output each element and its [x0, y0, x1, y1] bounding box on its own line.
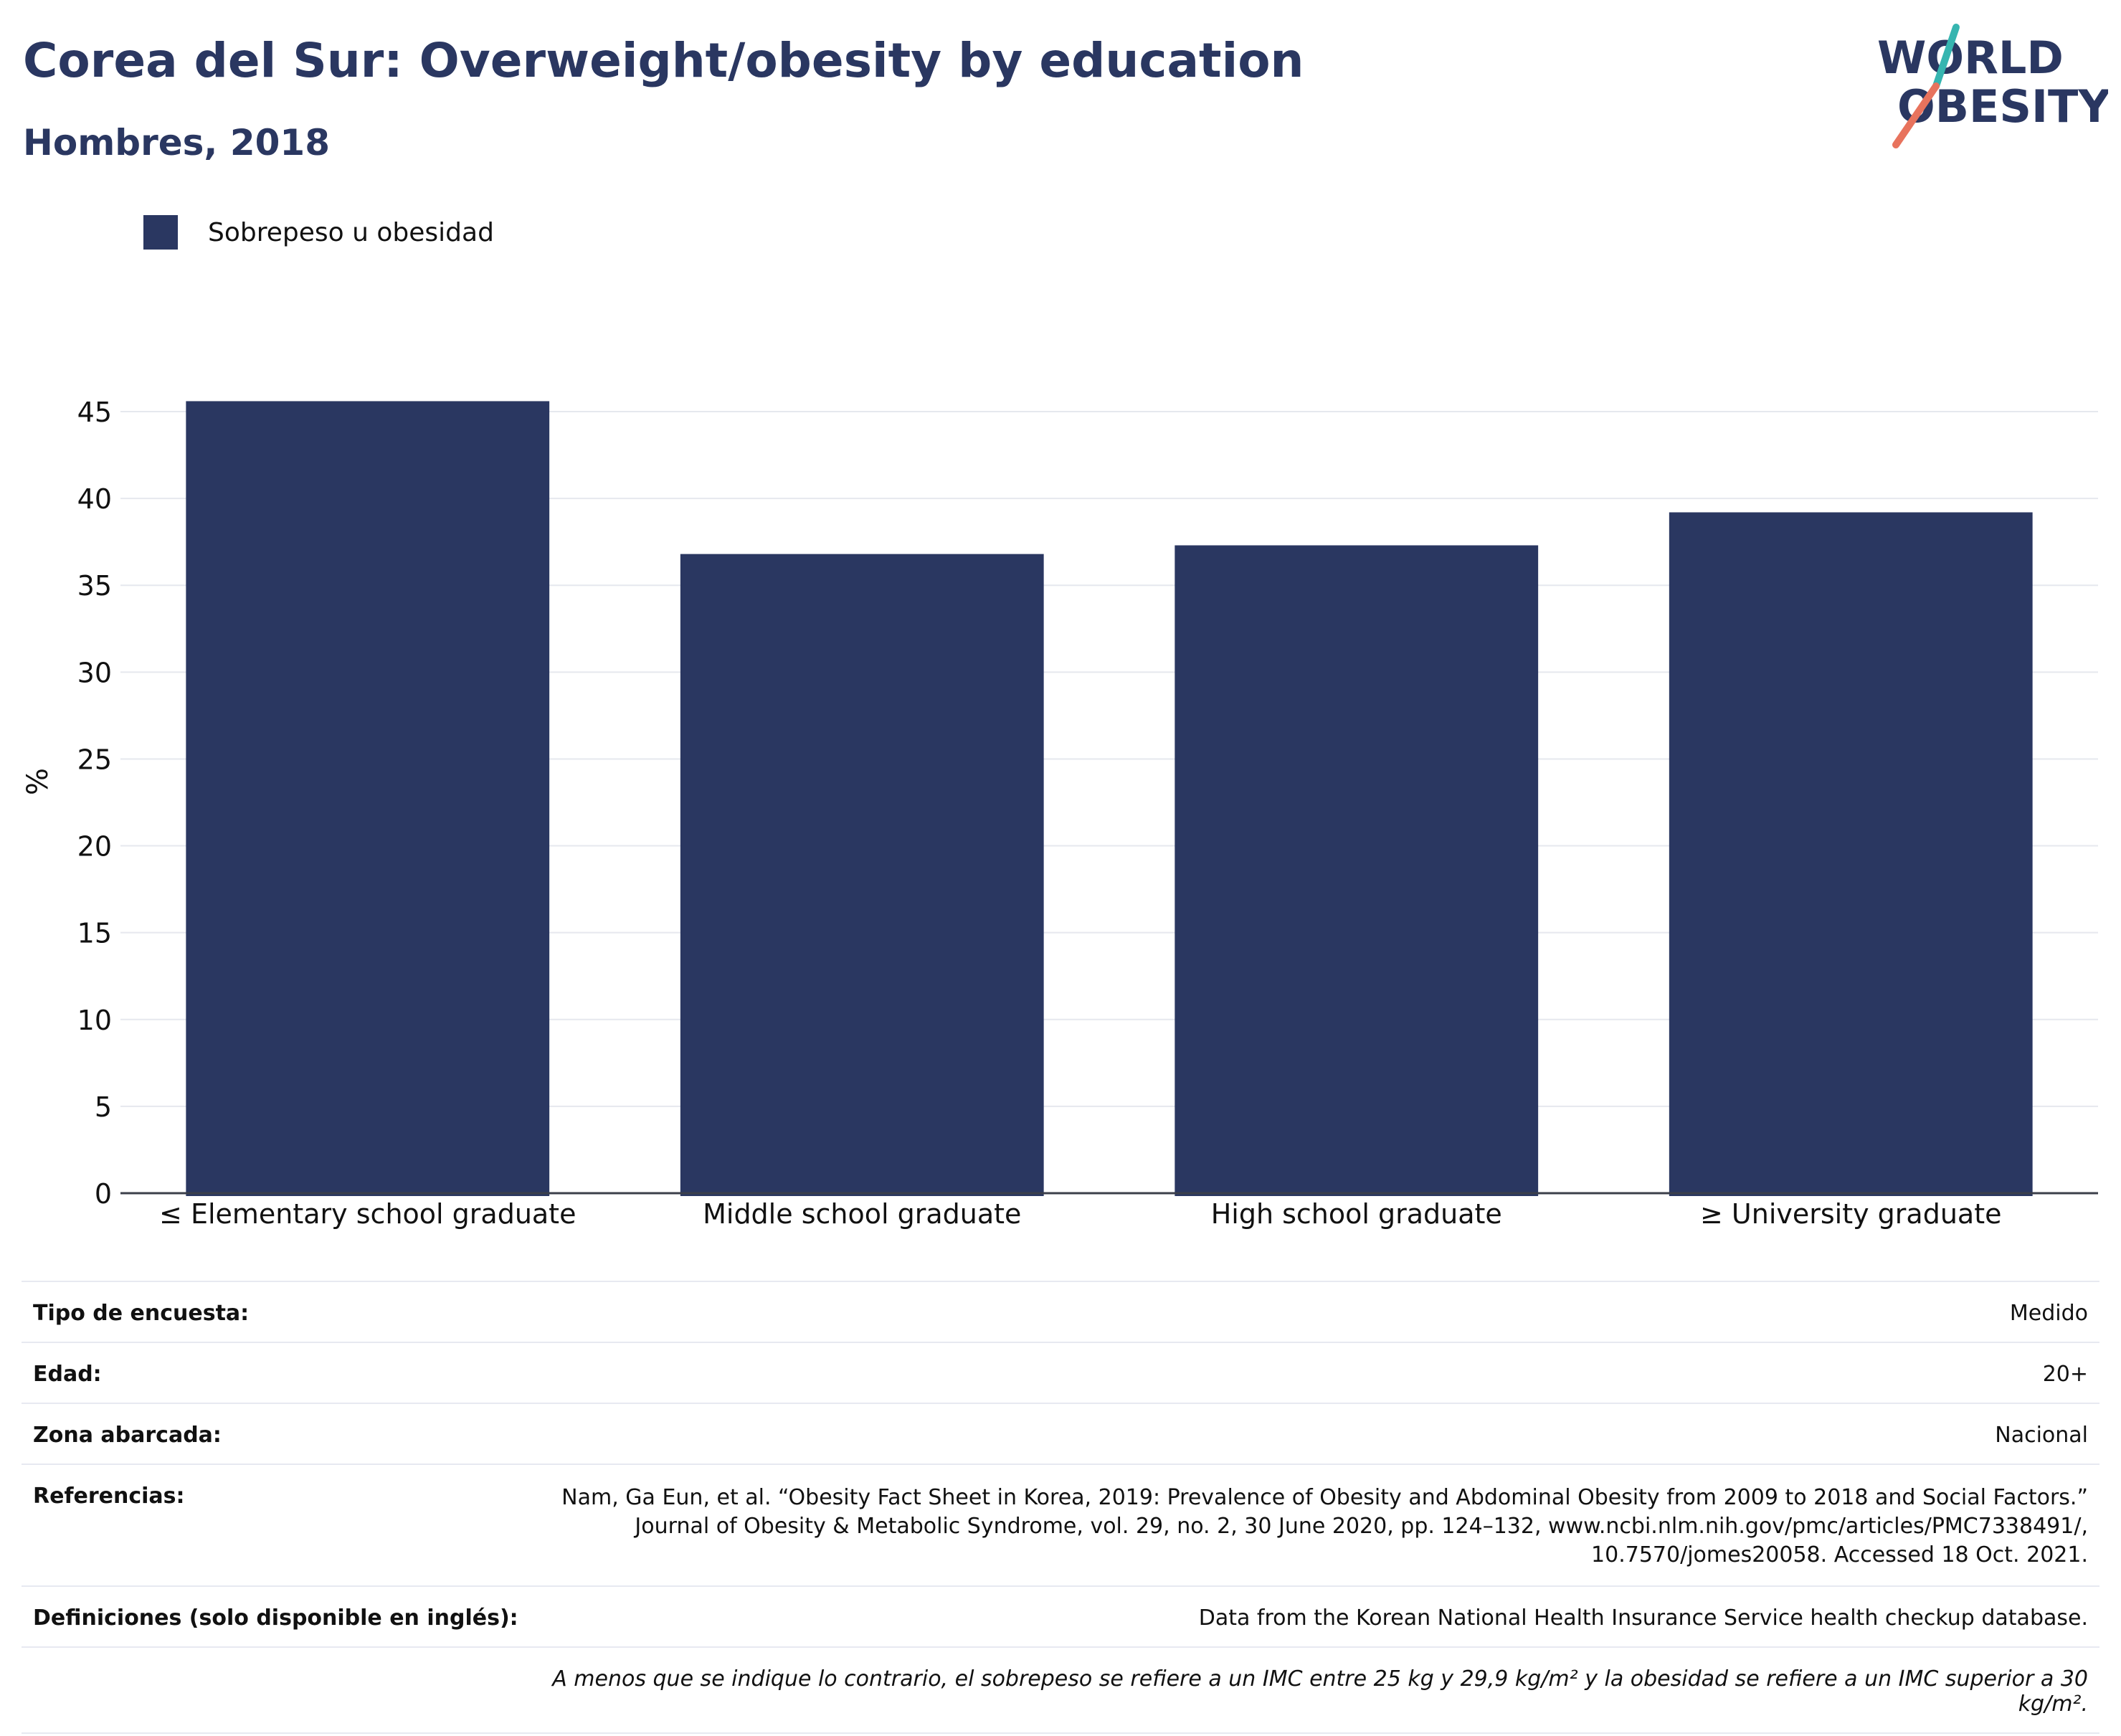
info-row-references: Referencias: Nam, Ga Eun, et al. “Obesit…: [22, 1464, 2099, 1585]
info-row-area: Zona abarcada: Nacional: [22, 1403, 2099, 1464]
info-label: Tipo de encuesta:: [33, 1301, 250, 1326]
y-tick-label: 35: [77, 570, 112, 602]
info-value: Nam, Ga Eun, et al. “Obesity Fact Sheet …: [561, 1485, 2088, 1567]
info-value: 20+: [2042, 1362, 2088, 1387]
info-table: Tipo de encuesta: Medido Edad: 20+ Zona …: [22, 1281, 2099, 1734]
x-tick-label: ≥ University graduate: [1700, 1198, 2002, 1230]
info-value: Medido: [2009, 1301, 2088, 1326]
chart-subtitle: Hombres, 2018: [23, 122, 330, 163]
axes: 0 5 10 15 20 25 30 35 40 45 ≤ Elementary school gr…: [77, 397, 2098, 1230]
y-tick-label: 0: [95, 1178, 112, 1210]
info-label: Edad:: [33, 1362, 102, 1387]
bar: [680, 554, 1044, 1196]
bars: [186, 401, 2033, 1196]
logo-slash-teal: [1932, 24, 1960, 90]
legend-label: Sobrepeso u obesidad: [208, 217, 494, 247]
logo-slash-coral: [1892, 82, 1940, 148]
y-tick-label: 30: [77, 657, 112, 688]
info-row-survey-type: Tipo de encuesta: Medido: [22, 1281, 2099, 1342]
x-tick-label: ≤ Elementary school graduate: [159, 1198, 576, 1230]
y-tick-label: 25: [77, 744, 112, 775]
y-tick-label: 20: [77, 831, 112, 863]
x-tick-label: High school graduate: [1211, 1198, 1502, 1230]
y-tick-label: 40: [77, 483, 112, 515]
info-value: Nacional: [1995, 1423, 2088, 1448]
info-footnote: A menos que se indique lo contrario, el …: [22, 1646, 2099, 1734]
info-row-age: Edad: 20+: [22, 1342, 2099, 1403]
y-tick-label: 10: [77, 1005, 112, 1036]
y-tick-label: 15: [77, 918, 112, 949]
info-label: Zona abarcada:: [33, 1423, 222, 1448]
bar-chart: 0 5 10 15 20 25 30 35 40 45 ≤ Elementary school gr…: [22, 397, 2098, 1230]
bar: [1669, 512, 2033, 1196]
logo-line-1: WORLD: [1877, 32, 2064, 84]
info-label: Definiciones (solo disponible en inglés)…: [33, 1605, 518, 1631]
bar: [186, 401, 550, 1196]
world-obesity-logo: WORLD OBESITY: [1877, 24, 2108, 148]
info-row-definitions: Definiciones (solo disponible en inglés)…: [22, 1585, 2099, 1646]
y-tick-label: 5: [95, 1091, 112, 1123]
y-tick-label: 45: [77, 397, 112, 428]
x-tick-label: Middle school graduate: [703, 1198, 1021, 1230]
y-axis-label: %: [22, 768, 54, 795]
info-value: Data from the Korean National Health Ins…: [1198, 1605, 2088, 1631]
legend-swatch: [143, 215, 178, 250]
footnote-text: A menos que se indique lo contrario, el …: [552, 1666, 2088, 1717]
bar: [1175, 545, 1539, 1196]
chart-title: Corea del Sur: Overweight/obesity by edu…: [23, 33, 1304, 88]
legend: Sobrepeso u obesidad: [143, 212, 494, 252]
info-label: Referencias:: [33, 1484, 185, 1509]
